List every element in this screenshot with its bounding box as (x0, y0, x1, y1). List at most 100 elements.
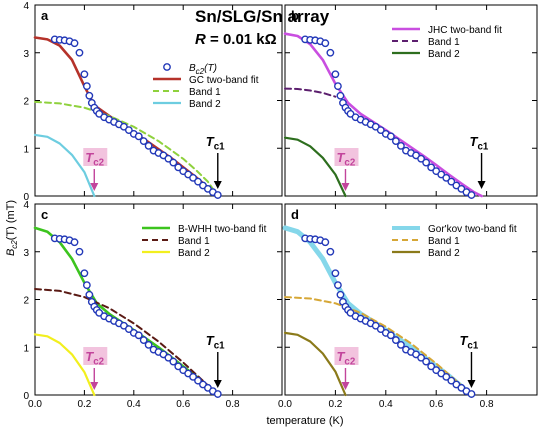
data-point (442, 173, 451, 182)
data-point (194, 177, 202, 186)
data-point (85, 91, 94, 100)
data-point (213, 390, 222, 398)
tc1-label: Tc1 (470, 134, 489, 153)
y-tick-label: 4 (23, 200, 29, 211)
legend-label: Bc2(T) (189, 63, 217, 76)
x-tick-label: 0.2 (328, 399, 342, 410)
tc2-highlight (83, 148, 108, 166)
data-point (422, 158, 431, 167)
data-point (144, 340, 153, 349)
subtitle: R = 0.01 kΩ (195, 31, 277, 48)
legend-label: B-WHH two-band fit (178, 224, 267, 235)
data-point (164, 353, 173, 362)
series-line-band-1 (34, 100, 219, 197)
data-point (80, 269, 89, 278)
tc1-label: Tc1 (459, 333, 478, 352)
data-point (164, 154, 173, 163)
data-point (189, 372, 197, 381)
series-line-band-2 (283, 136, 347, 198)
legend-label: Band 1 (428, 236, 460, 247)
data-point (326, 247, 335, 256)
legend-label: Band 1 (428, 37, 460, 48)
x-tick-label: 0.2 (77, 399, 91, 410)
data-point (321, 238, 330, 247)
legend-label: Band 1 (189, 87, 221, 98)
data-point (397, 141, 405, 150)
tc2-highlight (334, 347, 359, 365)
data-point (467, 191, 476, 199)
tc2-label: Tc2 (85, 349, 104, 368)
y-tick-label: 4 (23, 1, 29, 12)
data-point (376, 325, 385, 334)
data-point (169, 357, 178, 366)
tc2-arrow-head (341, 382, 350, 390)
data-markers (301, 35, 476, 199)
data-markers (50, 35, 222, 199)
data-point (174, 362, 183, 371)
data-point (189, 173, 197, 182)
series-line-band-1 (284, 296, 473, 396)
data-point (124, 126, 133, 135)
y-tick-label: 2 (23, 97, 29, 108)
tc1-arrow-head (213, 181, 222, 189)
series-line-band-2 (33, 133, 96, 198)
legend-label: Band 2 (428, 248, 460, 259)
data-point (326, 48, 335, 57)
y-tick-label: 0 (23, 391, 29, 402)
legend-label: Band 2 (428, 49, 460, 60)
data-point (386, 132, 395, 141)
data-point (376, 126, 385, 135)
data-point (174, 163, 183, 172)
data-point (391, 336, 400, 344)
data-point (427, 163, 436, 172)
data-point (82, 281, 91, 290)
data-point (134, 331, 143, 340)
data-point (331, 269, 340, 278)
data-point (334, 82, 342, 91)
y-tick-label: 3 (23, 49, 29, 60)
tc1-label: Tc1 (206, 333, 225, 352)
data-point (386, 331, 395, 340)
data-point (144, 141, 153, 150)
data-point (336, 91, 345, 100)
panel-letter: a (41, 8, 49, 23)
x-tick-label: 0.4 (127, 399, 141, 410)
tc2-arrow-head (90, 382, 99, 390)
legend-label: Gor'kov two-band fit (428, 224, 517, 235)
data-point (331, 70, 340, 79)
x-tick-label: 0.0 (28, 399, 42, 410)
data-point (447, 177, 456, 186)
data-point (334, 281, 342, 290)
data-point (447, 376, 456, 385)
tc1-arrow-head (213, 380, 222, 388)
main-title: Sn/SLG/Sn array (195, 7, 330, 26)
tc1-arrow-head (477, 181, 486, 189)
x-tick-label: 0.4 (379, 399, 393, 410)
data-point (70, 39, 79, 48)
data-point (417, 154, 425, 163)
data-point (85, 290, 94, 299)
data-point (139, 137, 148, 145)
data-point (213, 191, 222, 199)
data-point (422, 357, 431, 366)
data-markers (50, 234, 222, 398)
data-point (124, 325, 133, 334)
tc2-label: Tc2 (336, 349, 355, 368)
x-tick-label: 0.0 (278, 399, 292, 410)
series-line-band-2 (283, 331, 347, 397)
x-tick-label: 0.6 (176, 399, 190, 410)
data-point (397, 340, 405, 349)
legend-label: Band 2 (178, 248, 210, 259)
x-axis-label: temperature (K) (266, 415, 343, 427)
data-point (75, 247, 84, 256)
data-point (442, 372, 451, 381)
data-point (467, 390, 476, 398)
y-tick-label: 1 (23, 343, 29, 354)
panel-letter: d (291, 207, 299, 222)
